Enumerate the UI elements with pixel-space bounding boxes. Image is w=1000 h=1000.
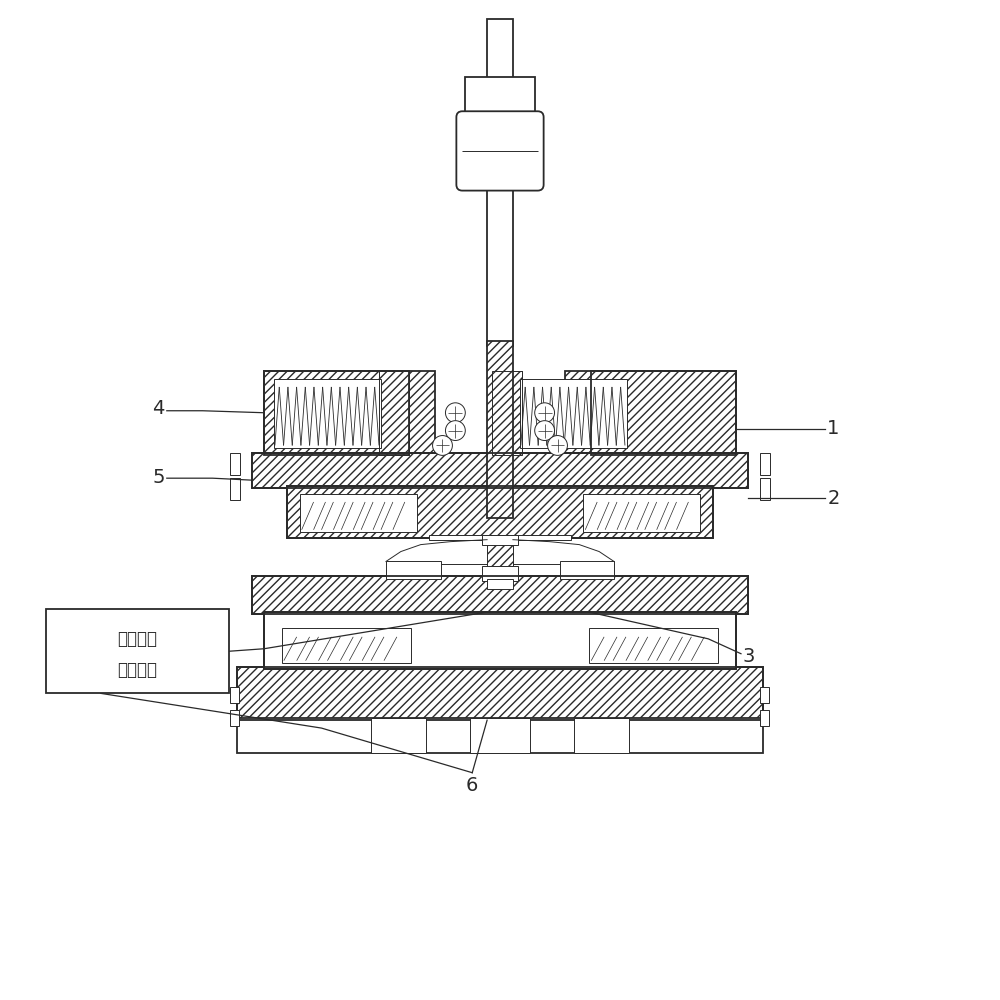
Bar [470,718,530,753]
Bar [264,612,736,669]
Bar [230,710,239,726]
Bar [591,371,736,455]
Bar [386,561,441,579]
Bar [487,579,513,589]
Bar [760,453,770,475]
Text: 电流脉冲: 电流脉冲 [118,630,158,648]
Bar [379,371,409,455]
Bar [565,371,736,455]
Text: 2: 2 [827,489,840,508]
Bar [510,535,571,540]
Bar [474,126,526,178]
Bar [252,576,748,614]
Bar [583,494,700,532]
Bar [264,612,736,669]
FancyBboxPatch shape [456,111,544,191]
Bar [760,478,770,500]
Bar [574,718,629,753]
Bar [237,718,763,753]
Text: 5: 5 [152,468,165,487]
Text: 3: 3 [743,647,755,666]
Bar [287,486,713,538]
Bar [230,687,239,703]
Bar [46,609,229,693]
Text: 6: 6 [466,776,478,795]
Bar [492,371,522,455]
Circle shape [548,436,567,455]
Text: 1: 1 [827,419,840,438]
Circle shape [535,421,555,440]
Bar [287,486,713,538]
Bar [482,535,518,545]
Bar [237,667,763,720]
Bar [230,453,240,475]
Bar [230,478,240,500]
Bar [487,178,513,346]
Bar [487,19,513,79]
Circle shape [445,421,465,440]
Bar [760,710,769,726]
Circle shape [535,403,555,423]
Bar [282,628,411,663]
Bar [264,617,736,664]
Bar [760,687,769,703]
Bar [274,379,381,448]
Bar [487,535,513,569]
Bar [371,718,426,753]
Bar [264,371,409,455]
Bar [482,566,518,581]
Bar [264,371,435,455]
Circle shape [433,436,452,455]
Bar [589,628,718,663]
Bar [300,494,417,532]
Bar [520,379,627,448]
Bar [379,371,409,455]
Bar [252,453,748,488]
Bar [487,341,513,518]
Text: 4: 4 [152,399,165,418]
Bar [429,535,490,540]
Bar [560,561,614,579]
Bar [252,453,748,488]
Text: 发生单元: 发生单元 [118,661,158,679]
Circle shape [445,403,465,423]
Bar [237,667,763,720]
Bar [492,371,522,455]
Bar [252,576,748,614]
Bar [465,77,535,128]
